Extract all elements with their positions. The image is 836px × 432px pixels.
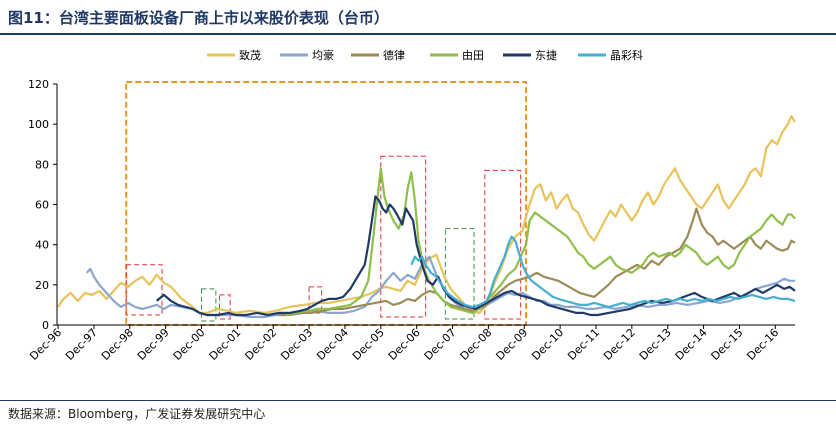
x-tick-label: Dec-00 xyxy=(171,326,208,363)
legend-label: 晶彩科 xyxy=(610,48,643,62)
y-tick-label: 20 xyxy=(35,279,49,292)
page-title: 图11：台湾主要面板设备厂商上市以来股价表现（台币） xyxy=(8,9,389,27)
y-tick-label: 100 xyxy=(28,118,49,131)
annotation-box xyxy=(125,264,163,316)
stock-performance-chart: 致茂 均豪 德律 由田 东捷 晶彩科 020406080100120Dec-96Dec-9… xyxy=(27,48,796,363)
x-tick-label: Dec-97 xyxy=(63,326,100,363)
y-tick-label: 80 xyxy=(35,158,49,171)
annotation-box xyxy=(444,228,475,320)
annotation-box xyxy=(218,294,231,320)
source-note: 数据来源：Bloomberg，广发证券发展研究中心 xyxy=(8,407,266,421)
x-tick-label: Dec-98 xyxy=(99,326,136,363)
series-line xyxy=(410,235,796,308)
series-line xyxy=(57,115,796,314)
series-line xyxy=(285,167,796,317)
annotation-box xyxy=(201,288,217,322)
x-tick-label: Dec-02 xyxy=(242,326,279,363)
legend-label: 由田 xyxy=(462,48,484,62)
axes: 020406080100120Dec-96Dec-97Dec-98Dec-99D… xyxy=(27,78,795,363)
y-tick-label: 40 xyxy=(35,239,49,252)
x-tick-label: Dec-11 xyxy=(565,326,602,363)
source-divider xyxy=(0,400,836,401)
legend-label: 致茂 xyxy=(239,48,261,62)
y-tick-label: 0 xyxy=(42,319,49,332)
series-lines xyxy=(57,115,796,319)
annotation-box xyxy=(125,80,528,326)
legend: 致茂 均豪 德律 由田 东捷 晶彩科 xyxy=(207,48,643,62)
x-tick-label: Dec-06 xyxy=(386,326,423,363)
y-tick-label: 120 xyxy=(28,78,49,91)
x-tick-label: Dec-08 xyxy=(458,326,495,363)
legend-label: 德律 xyxy=(383,48,405,62)
legend-label: 东捷 xyxy=(535,48,557,62)
x-tick-label: Dec-09 xyxy=(493,326,530,363)
x-tick-label: Dec-05 xyxy=(350,326,387,363)
legend-label: 均豪 xyxy=(312,48,334,62)
x-tick-label: Dec-04 xyxy=(314,326,351,363)
x-tick-label: Dec-99 xyxy=(135,326,172,363)
annotation-box xyxy=(380,155,427,318)
y-tick-label: 60 xyxy=(35,199,49,212)
annotation-boxes xyxy=(125,80,528,326)
x-tick-label: Dec-13 xyxy=(637,326,674,363)
x-tick-label: Dec-03 xyxy=(278,326,315,363)
x-tick-label: Dec-12 xyxy=(601,326,638,363)
annotation-box xyxy=(484,169,522,320)
x-tick-label: Dec-01 xyxy=(207,326,244,363)
title-divider xyxy=(0,33,836,35)
series-line xyxy=(278,207,796,317)
x-tick-label: Dec-07 xyxy=(422,326,459,363)
x-tick-label: Dec-15 xyxy=(709,326,746,363)
x-tick-label: Dec-16 xyxy=(744,326,781,363)
x-tick-label: Dec-14 xyxy=(673,326,710,363)
x-tick-label: Dec-10 xyxy=(529,326,566,363)
